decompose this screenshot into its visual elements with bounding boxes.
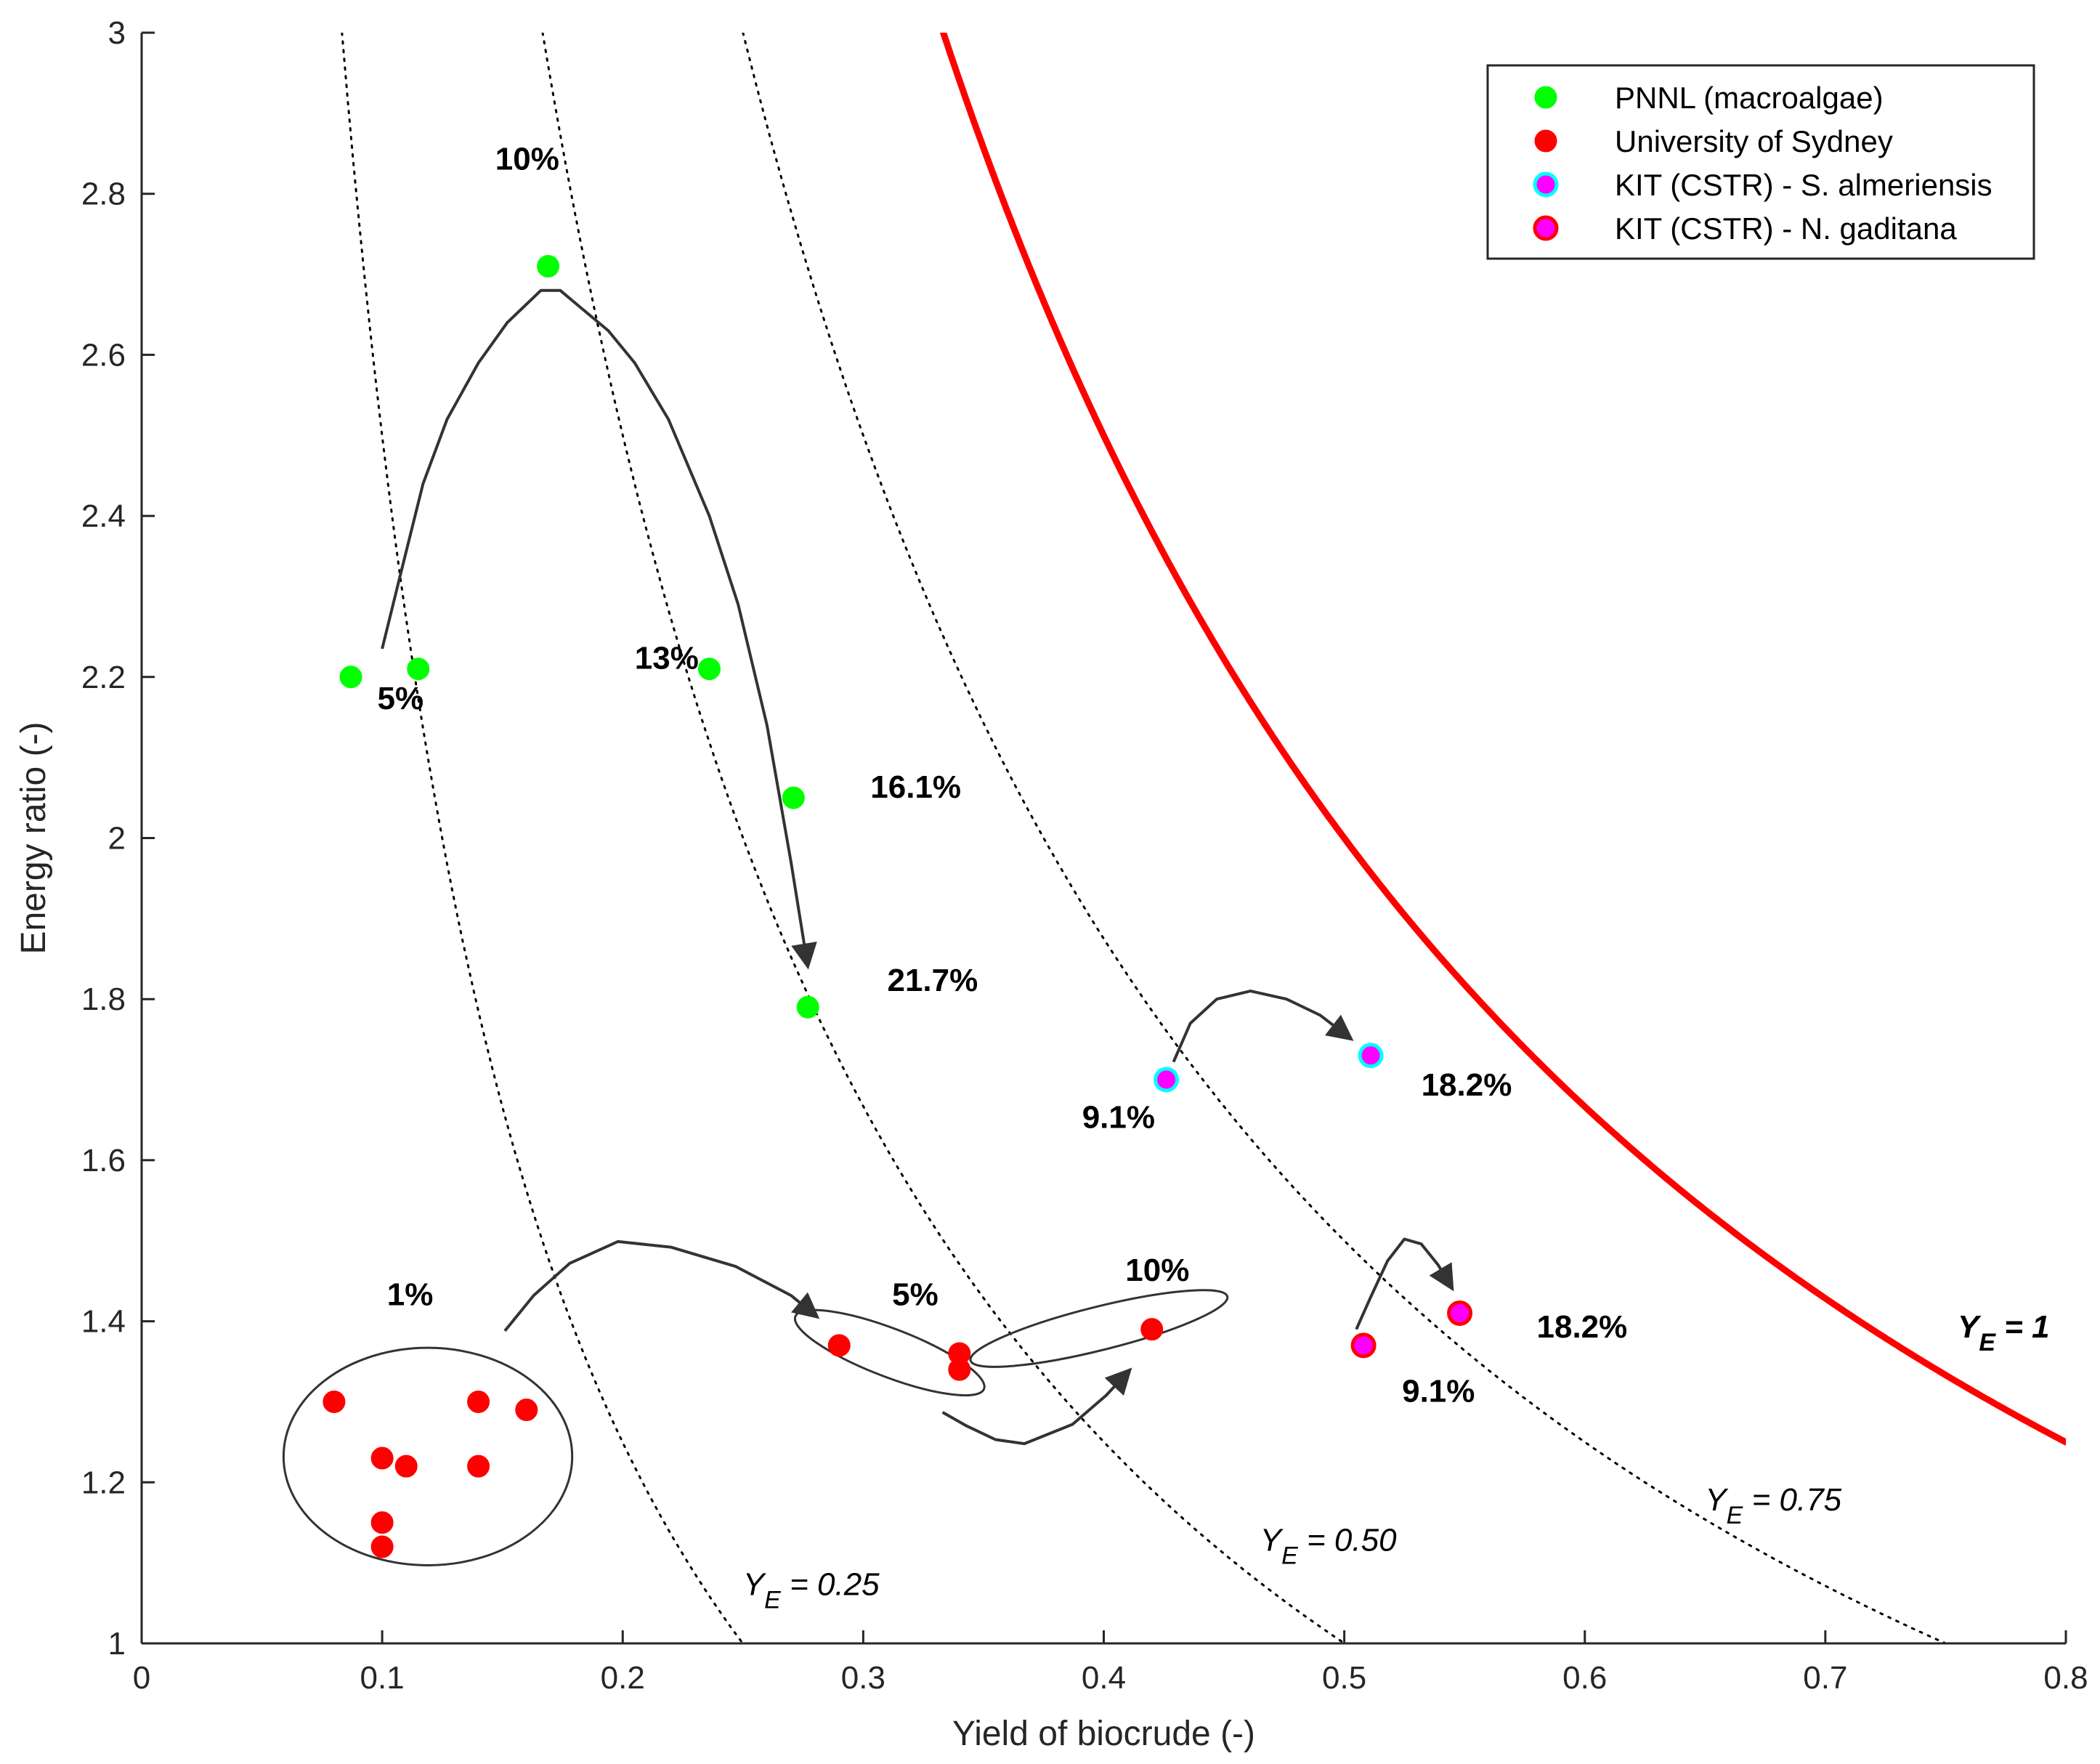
legend-label: KIT (CSTR) - S. almeriensis (1615, 168, 1992, 202)
y-axis-title: Energy ratio (-) (15, 721, 53, 954)
x-tick-label: 0 (133, 1660, 150, 1696)
x-tick-label: 0.4 (1082, 1660, 1126, 1696)
group-ellipse (969, 1289, 1229, 1368)
data-point-series-2 (394, 1455, 418, 1478)
annotation-labels: YE = 0.25 YE = 0.50 YE = 0.75 YE = 1 10% 5% 13… (378, 141, 2050, 1614)
x-tick-label: 0.2 (601, 1660, 645, 1696)
data-point-series-2 (1140, 1318, 1164, 1341)
y-tick-label: 1.4 (81, 1304, 126, 1340)
iso-curve-label-0-5: YE = 0.50 (1260, 1523, 1397, 1570)
trend-arrow (381, 288, 817, 970)
iso-curve-label-0-25: YE = 0.25 (743, 1566, 880, 1614)
legend-marker (1533, 171, 1559, 198)
percent-annotation: 16.1% (870, 769, 961, 805)
percent-annotation: 18.2% (1537, 1309, 1628, 1345)
percent-annotation: 10% (495, 141, 559, 177)
percent-annotation: 21.7% (887, 963, 978, 998)
data-point-series-2 (370, 1535, 394, 1558)
y-tick-label: 1.8 (81, 982, 126, 1017)
y-tick-label: 2.4 (81, 498, 126, 534)
iso-curves (341, 33, 2066, 1643)
data-point-series-2 (370, 1447, 394, 1470)
y-tick-label: 1.2 (81, 1465, 126, 1500)
percent-annotation: 18.2% (1422, 1067, 1512, 1103)
percent-annotation: 13% (635, 641, 699, 676)
iso-curve-label-1: YE = 1 (1958, 1309, 2050, 1356)
percent-annotation: 9.1% (1402, 1373, 1475, 1409)
y-tick-label: 1 (108, 1626, 126, 1662)
legend-label: KIT (CSTR) - N. gaditana (1615, 211, 1957, 246)
legend-marker (1534, 129, 1557, 153)
legend-marker (1533, 215, 1559, 241)
data-point-series-2 (323, 1390, 346, 1413)
x-tick-label: 0.3 (841, 1660, 885, 1696)
trend-arrow (941, 1367, 1132, 1446)
x-axis-title: Yield of biocrude (-) (952, 1715, 1255, 1753)
y-tick-label: 2 (108, 821, 126, 857)
x-tick-label: 0.1 (360, 1660, 405, 1696)
annotation-shapes (282, 288, 1454, 1566)
data-point-series-3 (1154, 1067, 1180, 1093)
data-point-series-1 (697, 658, 721, 681)
data-point-series-1 (782, 786, 805, 809)
data-point-series-4 (1447, 1300, 1473, 1327)
data-point-series-1 (407, 658, 430, 681)
data-point-series-2 (515, 1399, 538, 1422)
legend-marker (1534, 86, 1557, 109)
percent-annotation: 5% (892, 1277, 938, 1312)
data-point-series-2 (948, 1358, 971, 1381)
trend-arrow (503, 1239, 820, 1332)
y-tick-label: 1.6 (81, 1143, 126, 1178)
data-point-series-3 (1358, 1043, 1384, 1069)
data-point-series-2 (827, 1334, 851, 1357)
x-tick-label: 0.8 (2043, 1660, 2088, 1696)
y-tick-label: 2.6 (81, 337, 126, 373)
iso-curve-ye-0-5 (541, 33, 1347, 1643)
iso-curve-ye-0-75 (742, 33, 1949, 1643)
trend-arrow (1355, 1237, 1454, 1330)
y-tick-label: 3 (108, 15, 126, 51)
data-points (323, 254, 1473, 1558)
percent-annotation: 10% (1125, 1253, 1189, 1288)
x-tick-label: 0.6 (1562, 1660, 1607, 1696)
data-point-series-1 (339, 665, 362, 689)
legend-box (1486, 64, 2035, 260)
percent-annotation: 5% (378, 681, 424, 716)
data-point-series-2 (370, 1511, 394, 1534)
data-point-series-2 (467, 1390, 490, 1413)
group-ellipse (282, 1346, 574, 1566)
y-tick-label: 2.2 (81, 660, 126, 695)
data-point-series-1 (537, 254, 560, 278)
legend-label: PNNL (macroalgae) (1615, 81, 1884, 115)
data-point-series-4 (1350, 1332, 1377, 1359)
data-point-series-2 (467, 1455, 490, 1478)
legend: PNNL (macroalgae) University of Sydney KIT… (1486, 64, 2035, 260)
legend-label: University of Sydney (1615, 124, 1893, 158)
iso-curve-ye-0-25 (341, 33, 745, 1643)
percent-annotation: 9.1% (1082, 1100, 1155, 1136)
iso-curve-ye-1 (940, 33, 2066, 1446)
iso-curve-label-0-75: YE = 0.75 (1705, 1482, 1841, 1529)
x-tick-label: 0.5 (1322, 1660, 1366, 1696)
y-tick-label: 2.8 (81, 177, 126, 212)
trend-arrow (1172, 990, 1354, 1063)
x-tick-label: 0.7 (1803, 1660, 1847, 1696)
axes: 0 0.1 0.2 0.3 0.4 0.5 0.6 0.7 0.8 1 1.2 1.4 1.6 1.8 2 2… (15, 15, 2088, 1753)
percent-annotation: 1% (387, 1277, 434, 1312)
data-point-series-1 (796, 995, 819, 1019)
